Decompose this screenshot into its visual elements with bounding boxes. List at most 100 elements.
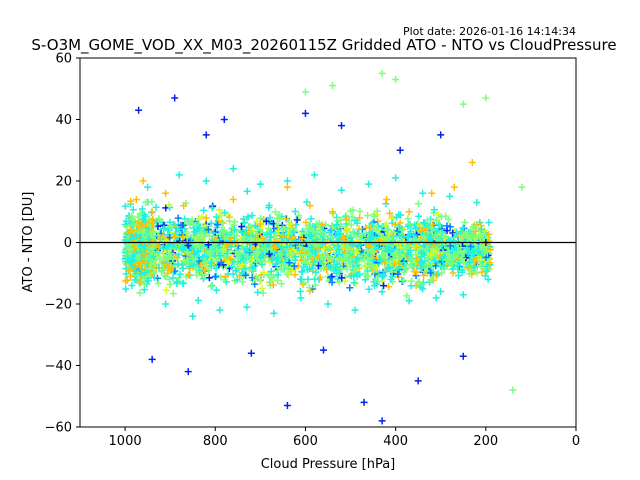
scatter-point: [364, 211, 372, 219]
scatter-point: [293, 216, 301, 224]
scatter-point: [136, 289, 144, 297]
series-point: [378, 288, 386, 296]
scatter-point: [208, 282, 216, 290]
scatter-point: [318, 226, 326, 234]
series-point: [437, 131, 445, 139]
scatter-point: [256, 277, 264, 285]
scatter-point: [243, 187, 251, 195]
x-tick-label: 1000: [109, 434, 142, 449]
y-tick-label: 60: [55, 52, 72, 67]
scatter-point: [194, 296, 202, 304]
scatter-point: [219, 219, 227, 227]
series-point: [283, 183, 291, 191]
scatter-point: [430, 206, 438, 214]
series-point: [247, 349, 255, 357]
scatter-point: [276, 215, 284, 223]
scatter-point: [307, 215, 315, 223]
scatter-point: [156, 235, 164, 243]
scatter-point: [270, 233, 278, 241]
scatter-point: [373, 223, 381, 231]
series-point: [148, 355, 156, 363]
scatter-point: [385, 283, 393, 291]
series-point: [216, 306, 224, 314]
scatter-point: [454, 272, 462, 280]
series-point: [392, 76, 400, 84]
series-point: [378, 69, 386, 77]
scatter-point: [337, 216, 345, 224]
series-point: [459, 291, 467, 299]
scatter-point: [148, 198, 156, 206]
series-point: [446, 192, 454, 200]
scatter-point: [404, 250, 412, 258]
scatter-point: [200, 206, 208, 214]
series-point: [171, 94, 179, 102]
series-point: [419, 189, 427, 197]
scatter-point: [356, 208, 364, 216]
y-axis-ticks: −60 −40 −20 0 20 40 60: [45, 52, 80, 436]
scatter-point: [208, 204, 216, 212]
scatter-point: [400, 277, 408, 285]
series-point: [351, 306, 359, 314]
scatter-point: [304, 275, 312, 283]
x-tick-label: 400: [383, 434, 408, 449]
scatter-point: [485, 230, 493, 238]
scatter-point: [404, 215, 412, 223]
scatter-point: [218, 219, 226, 227]
x-axis-label: Cloud Pressure [hPa]: [261, 457, 396, 472]
scatter-point: [233, 232, 241, 240]
series-point: [482, 94, 490, 102]
series-point: [405, 208, 413, 216]
scatter-point: [207, 283, 215, 291]
scatter-point: [421, 267, 429, 275]
series-point: [459, 100, 467, 108]
series-point: [338, 186, 346, 194]
scatter-point: [368, 220, 376, 228]
scatter-point: [155, 214, 163, 222]
series-point: [360, 398, 368, 406]
x-tick-label: 200: [473, 434, 498, 449]
scatter-point: [334, 275, 342, 283]
y-tick-label: −40: [45, 359, 72, 374]
scatter-point: [349, 206, 357, 214]
y-tick-label: 20: [55, 175, 72, 190]
series-point: [297, 294, 305, 302]
series-point: [283, 177, 291, 185]
scatter-point: [478, 268, 486, 276]
scatter-point: [421, 234, 429, 242]
series-point: [396, 146, 404, 154]
scatter-point: [248, 211, 256, 219]
scatter-point: [486, 259, 494, 267]
scatter-point: [335, 278, 343, 286]
scatter-point: [154, 274, 162, 282]
scatter-point: [291, 208, 299, 216]
scatter-point: [164, 263, 172, 271]
scatter-point: [415, 212, 423, 220]
scatter-point: [169, 274, 177, 282]
series-point: [283, 401, 291, 409]
series-point: [229, 165, 237, 173]
series-point: [301, 109, 309, 117]
series-point: [518, 183, 526, 191]
scatter-point: [341, 277, 349, 285]
series-point: [162, 189, 170, 197]
series-point: [509, 386, 517, 394]
scatter-point: [251, 221, 259, 229]
y-tick-label: 0: [64, 236, 72, 251]
series-point: [310, 171, 318, 179]
series-point: [135, 106, 143, 114]
scatter-point: [240, 215, 248, 223]
scatter-point: [386, 209, 394, 217]
series-point: [202, 177, 210, 185]
plot-date: Plot date: 2026-01-16 14:14:34: [403, 25, 576, 38]
scatter-point: [423, 260, 431, 268]
scatter-point: [414, 200, 422, 208]
x-tick-label: 800: [203, 434, 228, 449]
scatter-point: [154, 279, 162, 287]
series-point: [324, 300, 332, 308]
series-point: [450, 183, 458, 191]
scatter-point: [291, 271, 299, 279]
series-point: [459, 352, 467, 360]
y-axis-label: ATO - NTO [DU]: [21, 192, 36, 293]
scatter-point: [300, 279, 308, 287]
scatter-point: [479, 231, 487, 239]
